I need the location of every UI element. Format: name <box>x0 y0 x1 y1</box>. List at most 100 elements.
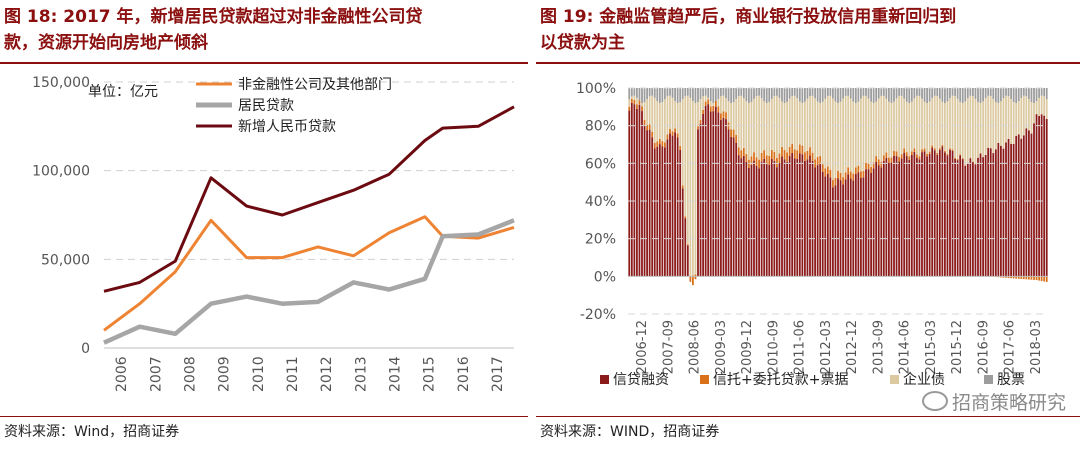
bar-bond <box>910 101 913 152</box>
y-tick-label: 100% <box>576 81 616 97</box>
bar-trust <box>888 157 890 163</box>
bar-bond <box>977 101 979 158</box>
bar-credit <box>720 119 722 277</box>
bar-credit <box>717 112 720 277</box>
bar-trust <box>798 144 801 154</box>
bar-trust <box>839 172 842 181</box>
bar-bond <box>890 103 893 158</box>
x-tick-label: 2008-06 <box>688 320 703 374</box>
bar-credit <box>839 180 842 277</box>
bar-equity <box>676 88 679 104</box>
bar-credit <box>641 111 643 277</box>
bar-equity <box>735 88 738 99</box>
bar-bond <box>1002 97 1005 149</box>
bar-bond <box>936 96 939 153</box>
bar-credit <box>982 157 984 277</box>
bar-trust <box>694 276 697 280</box>
bar-trust <box>885 152 888 158</box>
bar-trust <box>781 146 783 157</box>
bar-equity <box>1020 88 1023 98</box>
y-tick-label: 60% <box>585 156 616 172</box>
bar-trust <box>1028 276 1030 280</box>
bar-equity <box>918 88 921 96</box>
bar-bond <box>702 96 704 110</box>
bar-credit <box>954 158 956 277</box>
bar-trust <box>704 101 707 106</box>
bar-bond <box>1045 99 1048 119</box>
x-tick-label: 2012-12 <box>845 320 860 374</box>
bar-credit <box>905 156 908 277</box>
bar-trust <box>923 148 926 152</box>
bar-credit <box>933 150 936 277</box>
bar-equity <box>954 88 956 97</box>
bar-credit <box>725 119 727 277</box>
watermark: 招商策略研究 <box>921 388 1066 415</box>
bar-credit <box>910 154 913 277</box>
bar-equity <box>681 88 684 100</box>
bar-trust <box>666 134 669 140</box>
x-tick-labels: 2006 2007 2008 2009 2010 2011 2012 2013 2014 2015… <box>114 356 506 392</box>
bar-equity <box>686 88 689 96</box>
chart-panel-left: 图 18: 2017 年，新增居民贷款超过对非金融性公司贷 款，资源开始向房地产… <box>0 0 528 451</box>
legend-label: 非金融性公司及其他部门 <box>238 77 392 93</box>
bar-trust <box>959 154 962 156</box>
bar-trust <box>847 167 850 175</box>
bar-bond <box>681 99 684 186</box>
bar-bond <box>1033 103 1035 124</box>
bar-trust <box>786 152 788 162</box>
wechat-icon <box>921 391 948 411</box>
bar-credit <box>722 117 725 277</box>
bar-credit <box>842 184 844 277</box>
bar-bond <box>798 101 801 145</box>
bar-credit <box>821 171 824 277</box>
bar-equity <box>888 88 890 102</box>
bar-trust <box>628 106 631 111</box>
bar-bond <box>888 101 890 158</box>
bar-credit <box>946 155 949 277</box>
bar-credit <box>936 154 939 277</box>
bar-trust <box>870 166 872 173</box>
bar-equity <box>972 88 974 97</box>
bar-bond <box>1015 103 1018 136</box>
x-tick-label: 2012-03 <box>819 320 834 374</box>
bar-bond <box>816 101 819 158</box>
bar-bond <box>628 99 631 107</box>
bar-credit <box>949 149 951 277</box>
bar-equity <box>916 88 918 96</box>
bar-credit <box>1038 115 1040 277</box>
y-tick-label: 40% <box>585 194 616 210</box>
bar-trust <box>763 150 766 159</box>
bar-bond <box>707 97 710 100</box>
bar-bond <box>867 98 870 163</box>
bar-equity <box>852 88 855 102</box>
bar-trust <box>658 138 661 145</box>
bar-trust <box>661 141 664 147</box>
chart-title-line1: 图 18: 2017 年，新增居民贷款超过对非金融性公司贷 <box>4 7 423 27</box>
bar-trust <box>931 145 934 148</box>
bar-equity <box>944 88 946 104</box>
bar-equity <box>646 88 648 100</box>
bar-bond <box>699 99 702 121</box>
bar-equity <box>875 88 878 102</box>
bar-bond <box>928 101 931 152</box>
bar-credit <box>628 110 631 277</box>
bar-equity <box>791 88 794 97</box>
bar-bond <box>949 98 951 149</box>
bar-bond <box>641 102 643 107</box>
bar-bond <box>712 103 715 106</box>
bar-trust <box>702 109 704 115</box>
x-tick-label: 2015 <box>422 356 438 392</box>
bar-trust <box>910 151 913 155</box>
bar-equity <box>951 88 954 96</box>
bar-equity <box>893 88 895 102</box>
bar-equity <box>865 88 867 96</box>
bar-equity <box>829 88 832 96</box>
bar-equity <box>941 88 944 102</box>
bar-equity <box>867 88 870 99</box>
bar-bond <box>938 98 941 149</box>
bar-equity <box>987 88 990 96</box>
bar-trust <box>801 145 804 155</box>
bar-trust <box>969 157 972 159</box>
x-tick-label: 2007 <box>148 356 164 392</box>
bar-trust <box>834 177 837 186</box>
